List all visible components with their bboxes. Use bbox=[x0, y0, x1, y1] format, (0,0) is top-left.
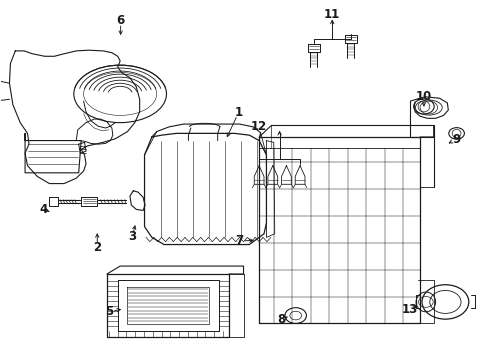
Text: 5: 5 bbox=[104, 306, 113, 319]
Text: 11: 11 bbox=[324, 8, 340, 21]
Text: 6: 6 bbox=[116, 14, 124, 27]
Text: 2: 2 bbox=[93, 241, 101, 254]
Text: 4: 4 bbox=[40, 203, 48, 216]
Text: 13: 13 bbox=[401, 303, 418, 316]
Text: 9: 9 bbox=[451, 133, 459, 146]
Text: 1: 1 bbox=[234, 106, 242, 119]
Text: 12: 12 bbox=[250, 121, 267, 134]
Text: 3: 3 bbox=[128, 230, 136, 243]
Text: 10: 10 bbox=[415, 90, 431, 103]
Text: 7: 7 bbox=[235, 234, 243, 247]
Text: 8: 8 bbox=[276, 313, 285, 327]
